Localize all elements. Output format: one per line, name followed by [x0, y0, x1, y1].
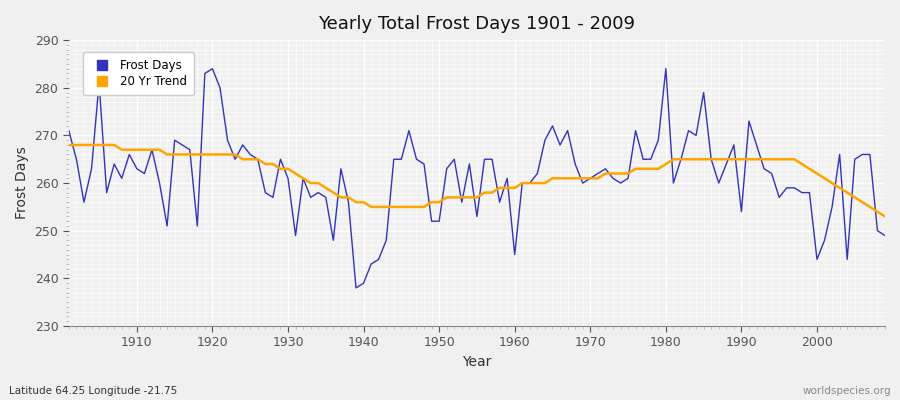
- Y-axis label: Frost Days: Frost Days: [15, 147, 29, 220]
- Text: worldspecies.org: worldspecies.org: [803, 386, 891, 396]
- X-axis label: Year: Year: [463, 355, 491, 369]
- Text: Latitude 64.25 Longitude -21.75: Latitude 64.25 Longitude -21.75: [9, 386, 177, 396]
- Legend: Frost Days, 20 Yr Trend: Frost Days, 20 Yr Trend: [83, 52, 194, 96]
- Title: Yearly Total Frost Days 1901 - 2009: Yearly Total Frost Days 1901 - 2009: [319, 15, 635, 33]
